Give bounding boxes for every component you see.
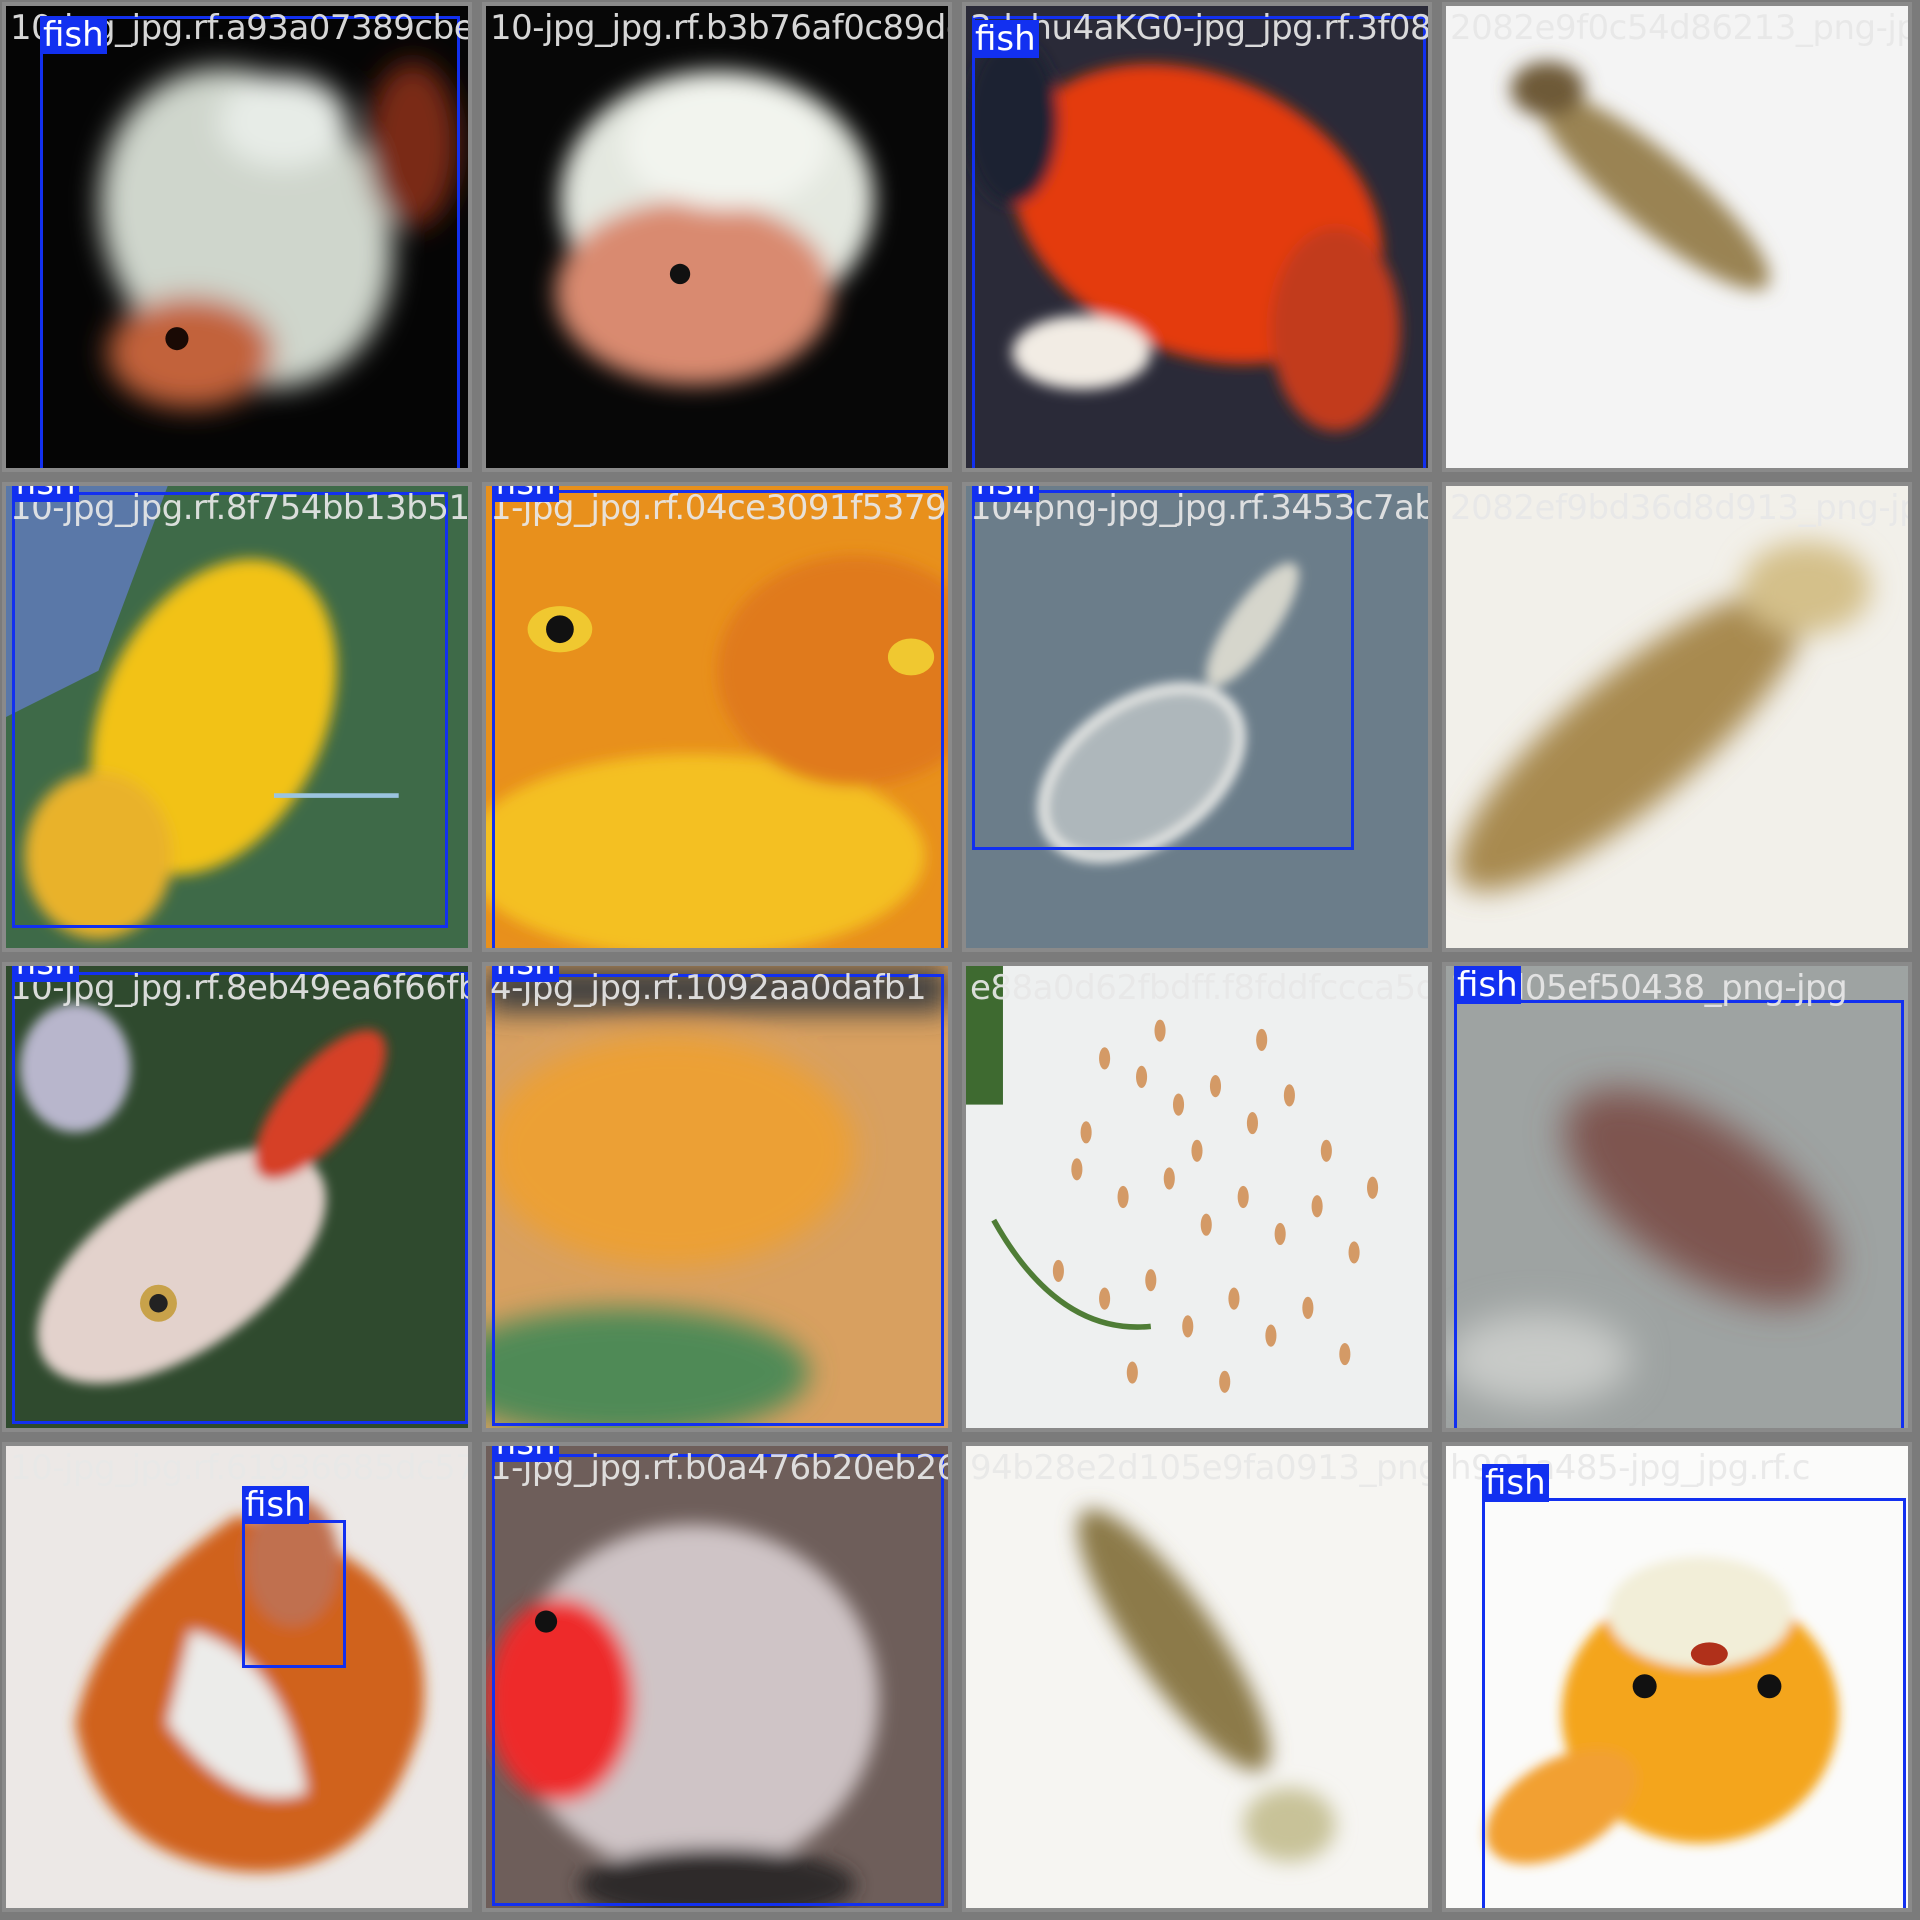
class-label: fish <box>12 486 79 502</box>
filename-label: 1-jpg_jpg.rf.04ce3091f5379 <box>490 488 947 528</box>
tile-image <box>486 6 948 468</box>
filename-label: 94b28e2d105e9fa0913_png-jpg <box>970 1448 1428 1488</box>
tile-11: e88a0d62fbdff.f8fddfccca5de <box>962 962 1432 1432</box>
tile-image <box>1446 486 1908 948</box>
tile-image <box>486 1446 948 1908</box>
filename-label: 10-jpg_jpg.rf.b3b76af0c89dd0b62a34 <box>490 8 948 48</box>
bounding-box <box>972 490 1354 850</box>
filename-label: 4-jpg_jpg.rf.1092aa0dafb1 <box>490 968 927 1008</box>
filename-label: 3dchu4aKG0-jpg_jpg.rf.3f08be9f0c5b4d8621… <box>970 8 1432 48</box>
class-label: fish <box>242 1486 309 1524</box>
tile-image <box>966 6 1428 468</box>
class-label: fish <box>40 16 107 54</box>
tile-3: 3dchu4aKG0-jpg_jpg.rf.3f08be9f0c5b4d8621… <box>962 2 1432 472</box>
tile-image <box>6 966 468 1428</box>
tile-13: 10-jpg_jpg.rf.61936685dc57c1684201 8b0a4… <box>2 1442 472 1912</box>
tile-16: h991a485-jpg_jpg.rf.c fish <box>1442 1442 1912 1912</box>
bounding-box <box>1454 1000 1904 1428</box>
bounding-box <box>40 16 460 468</box>
class-label: fish <box>12 966 79 982</box>
tile-image <box>1446 966 1908 1428</box>
class-label: fish <box>1482 1464 1549 1502</box>
bounding-box <box>492 490 944 948</box>
tile-15: 94b28e2d105e9fa0913_png-jpg <box>962 1442 1432 1912</box>
tile-image <box>1446 1446 1908 1908</box>
tile-9: 10-jpg_jpg.rf.8eb49ea6f66fbkf4f990e8f4f6… <box>2 962 472 1432</box>
filename-label: 2082e9f0c54d86213_png-jpg <box>1450 8 1912 48</box>
tile-image <box>486 966 948 1428</box>
tile-10: 4-jpg_jpg.rf.1092aa0dafb1 fish <box>482 962 952 1432</box>
class-label: fish <box>972 486 1039 502</box>
tile-2: 10-jpg_jpg.rf.b3b76af0c89dd0b62a34 <box>482 2 952 472</box>
tile-image <box>1446 6 1908 468</box>
bounding-box <box>492 1454 944 1906</box>
tile-1: 10-jpg_jpg.rf.a93a07389cbefa0ebf3bd76d0d… <box>2 2 472 472</box>
tile-image <box>6 6 468 468</box>
bounding-box <box>12 492 448 928</box>
tile-8: 2082ef9bd36d8d913_png-jpg <box>1442 482 1912 952</box>
tile-image <box>6 486 468 948</box>
tile-image <box>966 966 1428 1428</box>
tile-image <box>6 1446 468 1908</box>
class-label: fish <box>1454 966 1521 1004</box>
bounding-box <box>1482 1498 1906 1908</box>
tile-7: 104png-jpg_jpg.rf.3453c7ab0822f9ed8d9f3_… <box>962 482 1432 952</box>
tile-6: 1-jpg_jpg.rf.04ce3091f5379 fish <box>482 482 952 952</box>
filename-label: 10-jpg_jpg.rf.61936685dc57c1684201 8b0a4… <box>10 1448 468 1488</box>
bounding-box <box>12 972 468 1424</box>
bounding-box <box>972 16 1426 468</box>
class-label: fish <box>972 20 1039 58</box>
tile-image <box>966 1446 1428 1908</box>
class-label: fish <box>492 1446 559 1462</box>
tile-4: 2082e9f0c54d86213_png-jpg <box>1442 2 1912 472</box>
filename-label: 104png-jpg_jpg.rf.3453c7ab0822f9ed8d9f3_… <box>970 488 1432 528</box>
tile-14: 1-jpg_jpg.rf.b0a476b20eb26394b28e2d105e9… <box>482 1442 952 1912</box>
filename-label: 10-jpg_jpg.rf.8eb49ea6f66fbkf4f990e8f4f6… <box>10 968 468 1008</box>
tile-12: 16fd05ef50438_png-jpg fish <box>1442 962 1912 1432</box>
tile-5: 10-jpg_jpg.rf.8f754bb13b51a4fbcaf770fd9b… <box>2 482 472 952</box>
filename-label: 10-jpg_jpg.rf.8f754bb13b51a4fbcaf770fd9b <box>10 488 470 528</box>
bounding-box <box>492 974 944 1426</box>
class-label: fish <box>492 966 559 982</box>
filename-label: 2082ef9bd36d8d913_png-jpg <box>1450 488 1912 528</box>
class-label: fish <box>492 486 559 502</box>
filename-label: e88a0d62fbdff.f8fddfccca5de <box>970 968 1432 1008</box>
filename-label: 1-jpg_jpg.rf.b0a476b20eb26394b28e2d105e9… <box>490 1448 952 1488</box>
tile-image <box>486 486 948 948</box>
bounding-box <box>242 1520 346 1668</box>
